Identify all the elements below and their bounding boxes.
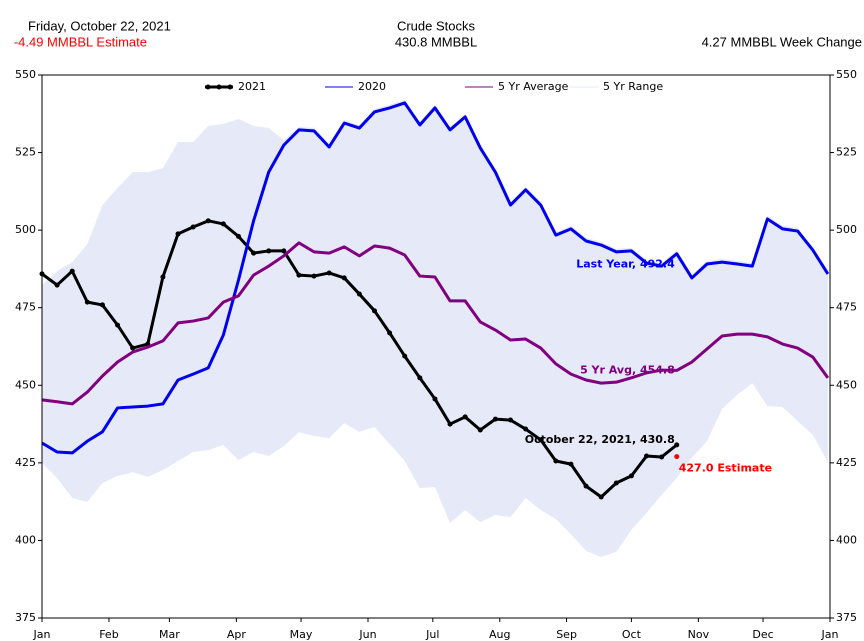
- x-tick-label: Feb: [99, 628, 118, 641]
- estimate-label: 427.0 Estimate: [679, 462, 772, 475]
- point: [432, 396, 438, 402]
- y-tick-label: 550: [15, 68, 36, 81]
- y2-tick-label: 375: [836, 611, 857, 624]
- y-tick-label: 500: [15, 223, 36, 236]
- legend-label: 5 Yr Range: [603, 80, 663, 93]
- legend-marker: [205, 84, 211, 90]
- point: [523, 426, 529, 432]
- point: [115, 322, 121, 328]
- point: [659, 454, 665, 460]
- point: [130, 345, 136, 351]
- legend-label: 5 Yr Average: [498, 80, 569, 93]
- point: [402, 353, 408, 359]
- point: [553, 458, 559, 464]
- annotation: October 22, 2021, 430.8: [525, 433, 675, 446]
- x-tick-label: Dec: [752, 628, 773, 641]
- y2-tick-label: 525: [836, 146, 857, 159]
- point: [387, 330, 393, 336]
- y-tick-label: 525: [15, 146, 36, 159]
- x-tick-label: Apr: [227, 628, 247, 641]
- point: [235, 233, 241, 239]
- point: [674, 442, 680, 448]
- estimate-header: -4.49 MMBBL Estimate: [14, 34, 147, 49]
- point: [356, 291, 362, 297]
- point: [628, 473, 634, 479]
- point: [371, 308, 377, 314]
- chart-title: Crude Stocks: [397, 18, 476, 33]
- point: [69, 268, 75, 274]
- y-tick-label: 450: [15, 378, 36, 391]
- point: [326, 270, 332, 276]
- week-change: 4.27 MMBBL Week Change: [702, 34, 862, 49]
- y2-tick-label: 425: [836, 456, 857, 469]
- estimate-point: [674, 454, 680, 460]
- point: [190, 224, 196, 230]
- legend-label: 2020: [358, 80, 386, 93]
- annotation: Last Year, 492.4: [576, 258, 675, 271]
- x-tick-label: Oct: [622, 628, 642, 641]
- y-tick-label: 475: [15, 301, 36, 314]
- point: [341, 275, 347, 281]
- y-tick-label: 400: [15, 533, 36, 546]
- point: [447, 421, 453, 427]
- point: [644, 453, 650, 459]
- point: [84, 299, 90, 305]
- y-tick-label: 375: [15, 611, 36, 624]
- series-line: [41, 101, 830, 455]
- point: [220, 221, 226, 227]
- point: [160, 274, 166, 280]
- point: [583, 483, 589, 489]
- point: [296, 272, 302, 278]
- y2-tick-label: 400: [836, 533, 857, 546]
- x-tick-label: Jan: [33, 628, 51, 641]
- y-tick-label: 425: [15, 456, 36, 469]
- x-tick-label: Jul: [425, 628, 439, 641]
- point: [417, 375, 423, 381]
- x-tick-label: May: [290, 628, 313, 641]
- point: [538, 437, 544, 443]
- point: [598, 494, 604, 500]
- point: [251, 250, 257, 256]
- y2-tick-label: 450: [836, 378, 857, 391]
- point: [175, 231, 181, 237]
- legend-marker: [216, 84, 222, 90]
- date: Friday, October 22, 2021: [28, 18, 171, 33]
- y2-tick-label: 500: [836, 223, 857, 236]
- x-tick-label: Aug: [489, 628, 510, 641]
- point: [477, 427, 483, 433]
- point: [266, 248, 272, 254]
- point: [99, 302, 105, 308]
- point: [568, 461, 574, 467]
- y2-tick-label: 475: [836, 301, 857, 314]
- x-tick-label: Nov: [688, 628, 710, 641]
- point: [508, 417, 514, 423]
- point: [281, 248, 287, 254]
- x-tick-label: Jun: [358, 628, 376, 641]
- x-tick-label: Mar: [159, 628, 180, 641]
- annotation: 5 Yr Avg, 454.8: [580, 363, 675, 376]
- point: [492, 416, 498, 422]
- range-band: [42, 99, 828, 557]
- series-line: [41, 241, 830, 406]
- point: [54, 282, 60, 288]
- point: [205, 218, 211, 224]
- point: [462, 414, 468, 420]
- legend-label: 2021: [238, 80, 266, 93]
- stocks: 430.8 MMBBL: [395, 34, 477, 49]
- legend-marker: [227, 84, 233, 90]
- y2-tick-label: 550: [836, 68, 857, 81]
- point: [311, 273, 317, 279]
- plot-frame: [41, 74, 831, 619]
- x-tick-label: Sep: [556, 628, 577, 641]
- x-tick-label: Jan: [821, 628, 839, 641]
- point: [613, 480, 619, 486]
